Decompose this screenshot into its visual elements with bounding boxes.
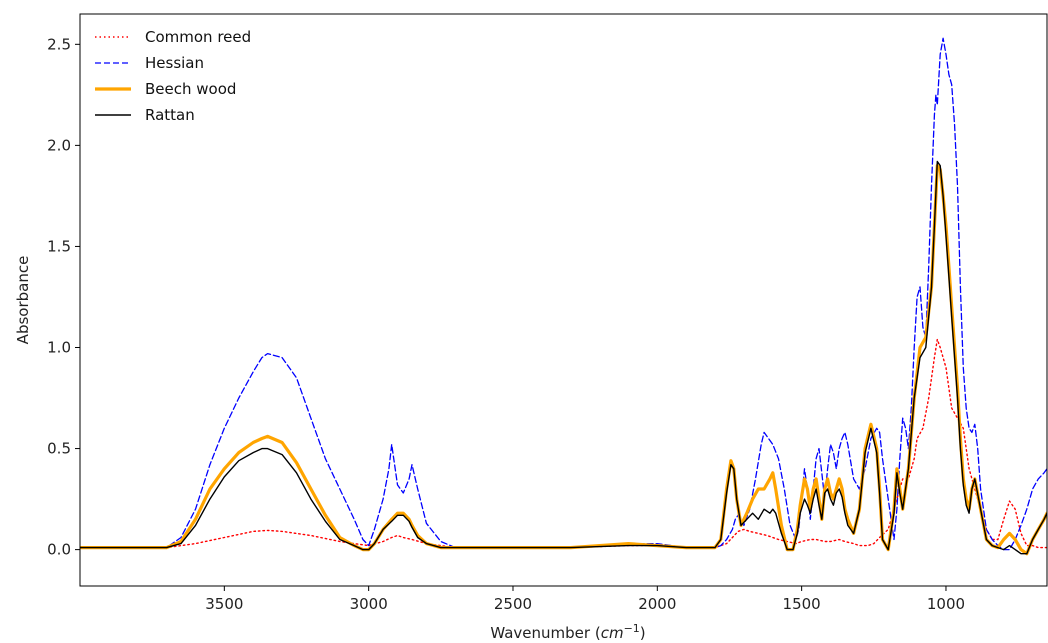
x-tick-label: 3000 (350, 595, 388, 613)
x-tick-label: 1000 (927, 595, 965, 613)
y-tick-label: 2.5 (47, 35, 71, 53)
y-tick-label: 2.0 (47, 136, 71, 154)
legend-label: Beech wood (145, 80, 236, 98)
y-axis: 0.0 0.5 1.0 1.5 2.0 2.5 (47, 35, 80, 559)
y-tick-label: 0.5 (47, 440, 71, 458)
y-tick-label: 1.5 (47, 237, 71, 255)
series-line-beech-wood (80, 164, 1047, 556)
x-axis-unit: cm (601, 624, 624, 642)
x-axis-unit-exponent: −1 (624, 622, 640, 635)
legend: Common reed Hessian Beech wood Rattan (95, 28, 251, 124)
y-tick-label: 0.0 (47, 541, 71, 559)
legend-label: Rattan (145, 106, 195, 124)
legend-label: Hessian (145, 54, 204, 72)
y-axis-label: Absorbance (14, 256, 32, 345)
series-line-hessian (80, 37, 1047, 551)
x-tick-label: 1500 (783, 595, 821, 613)
x-tick-label: 2000 (638, 595, 676, 613)
series-line-common-reed (80, 338, 1047, 549)
legend-label: Common reed (145, 28, 251, 46)
x-axis-label: Wavenumber (cm−1) (490, 622, 645, 642)
x-tick-label: 2500 (494, 595, 532, 613)
series-line-rattan (80, 160, 1047, 555)
x-tick-label: 3500 (205, 595, 243, 613)
x-axis-label-text: Wavenumber (490, 624, 591, 642)
plot-frame (79, 13, 1048, 587)
y-tick-label: 1.0 (47, 338, 71, 356)
x-axis: 3500 3000 2500 2000 1500 1000 (205, 586, 965, 613)
